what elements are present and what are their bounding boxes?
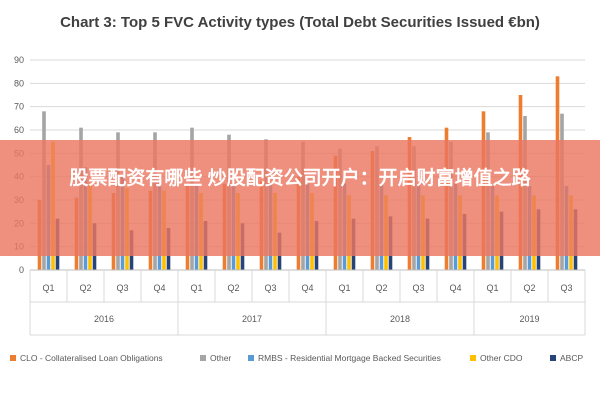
y-tick-label: 70	[14, 102, 24, 112]
y-tick-label: 0	[19, 265, 24, 275]
x-tick-label: Q2	[523, 283, 535, 293]
legend-item: Other CDO	[470, 352, 523, 363]
legend-label: CLO - Collateralised Loan Obligations	[20, 352, 163, 363]
x-tick-label: Q1	[190, 283, 202, 293]
legend-swatch	[550, 354, 556, 361]
legend-swatch	[10, 354, 16, 361]
legend-item: ABCP	[550, 352, 583, 363]
legend-label: ABCP	[560, 352, 584, 363]
y-tick-label: 90	[14, 55, 24, 65]
x-tick-label: Q2	[375, 283, 387, 293]
x-group-label: 2017	[242, 314, 262, 324]
legend-item: RMBS - Residential Mortgage Backed Secur…	[248, 352, 441, 363]
x-tick-label: Q1	[338, 283, 350, 293]
legend-swatch	[200, 354, 206, 361]
legend-label: Other	[210, 352, 232, 363]
x-tick-label: Q2	[79, 283, 91, 293]
overlay-banner-text[interactable]: 股票配资有哪些 炒股配资公司开户：开启财富增值之路	[69, 168, 531, 189]
x-group-label: 2019	[519, 314, 539, 324]
chart-legend: CLO - Collateralised Loan Obligations Oth…	[10, 352, 600, 368]
chart-title: Chart 3: Top 5 FVC Activity types (Total…	[60, 14, 540, 31]
x-tick-label: Q4	[449, 283, 461, 293]
overlay-banner[interactable]	[0, 140, 600, 256]
x-tick-label: Q3	[560, 283, 572, 293]
y-tick-label: 60	[14, 125, 24, 135]
x-tick-label: Q3	[116, 283, 128, 293]
x-group-label: 2018	[390, 314, 410, 324]
x-tick-label: Q2	[227, 283, 239, 293]
x-tick-label: Q4	[301, 283, 313, 293]
legend-label: RMBS - Residential Mortgage Backed Secur…	[258, 352, 441, 363]
legend-swatch	[470, 354, 476, 361]
legend-swatch	[248, 354, 254, 361]
x-tick-label: Q4	[153, 283, 165, 293]
legend-item: CLO - Collateralised Loan Obligations	[10, 352, 163, 363]
x-tick-label: Q3	[412, 283, 424, 293]
x-tick-label: Q1	[486, 283, 498, 293]
legend-item: Other	[200, 352, 231, 363]
x-tick-label: Q3	[264, 283, 276, 293]
x-tick-label: Q1	[42, 283, 54, 293]
x-group-label: 2016	[94, 314, 114, 324]
y-tick-label: 80	[14, 78, 24, 88]
legend-label: Other CDO	[480, 352, 523, 363]
